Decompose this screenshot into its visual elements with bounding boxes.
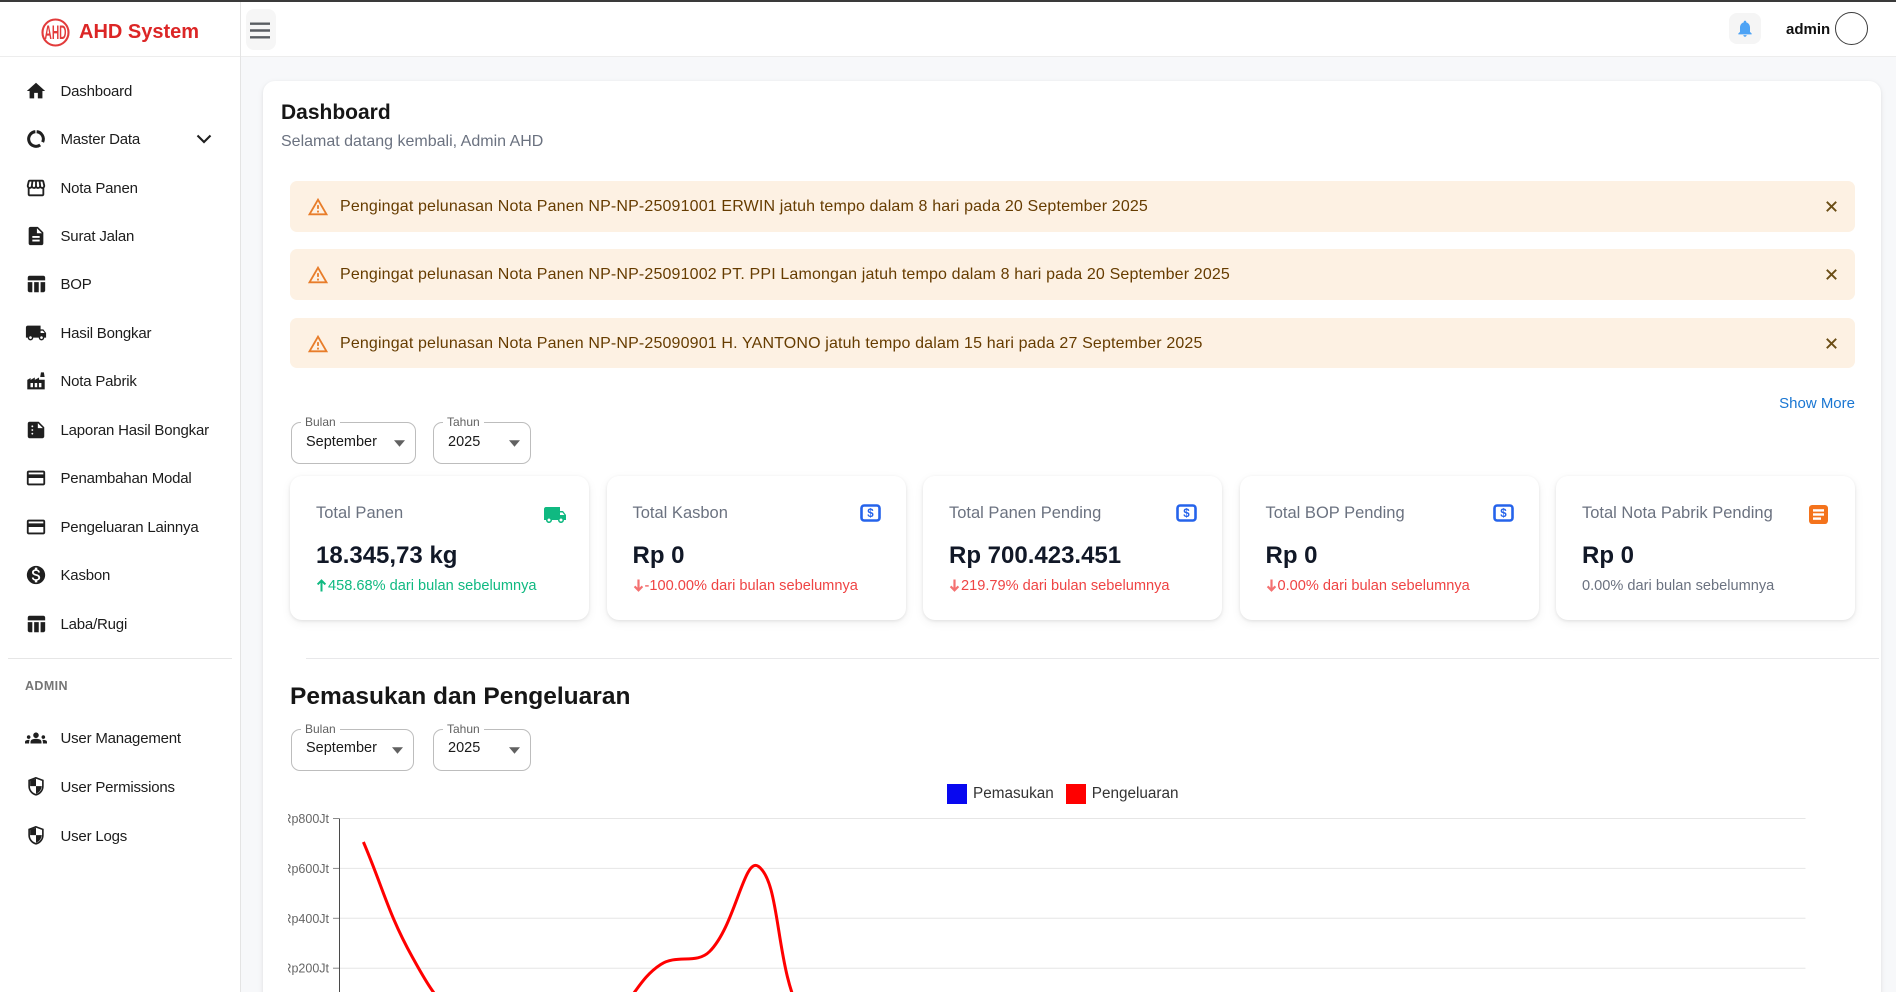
svg-text:Rp600Jt: Rp600Jt	[288, 862, 330, 876]
svg-text:AHD: AHD	[45, 22, 67, 44]
svg-text:$: $	[867, 508, 874, 520]
svg-text:Rp400Jt: Rp400Jt	[288, 912, 330, 926]
svg-text:$: $	[1500, 508, 1507, 520]
svg-text:Rp800Jt: Rp800Jt	[288, 812, 330, 826]
svg-text:$: $	[1183, 508, 1190, 520]
svg-text:Rp200Jt: Rp200Jt	[288, 962, 330, 976]
